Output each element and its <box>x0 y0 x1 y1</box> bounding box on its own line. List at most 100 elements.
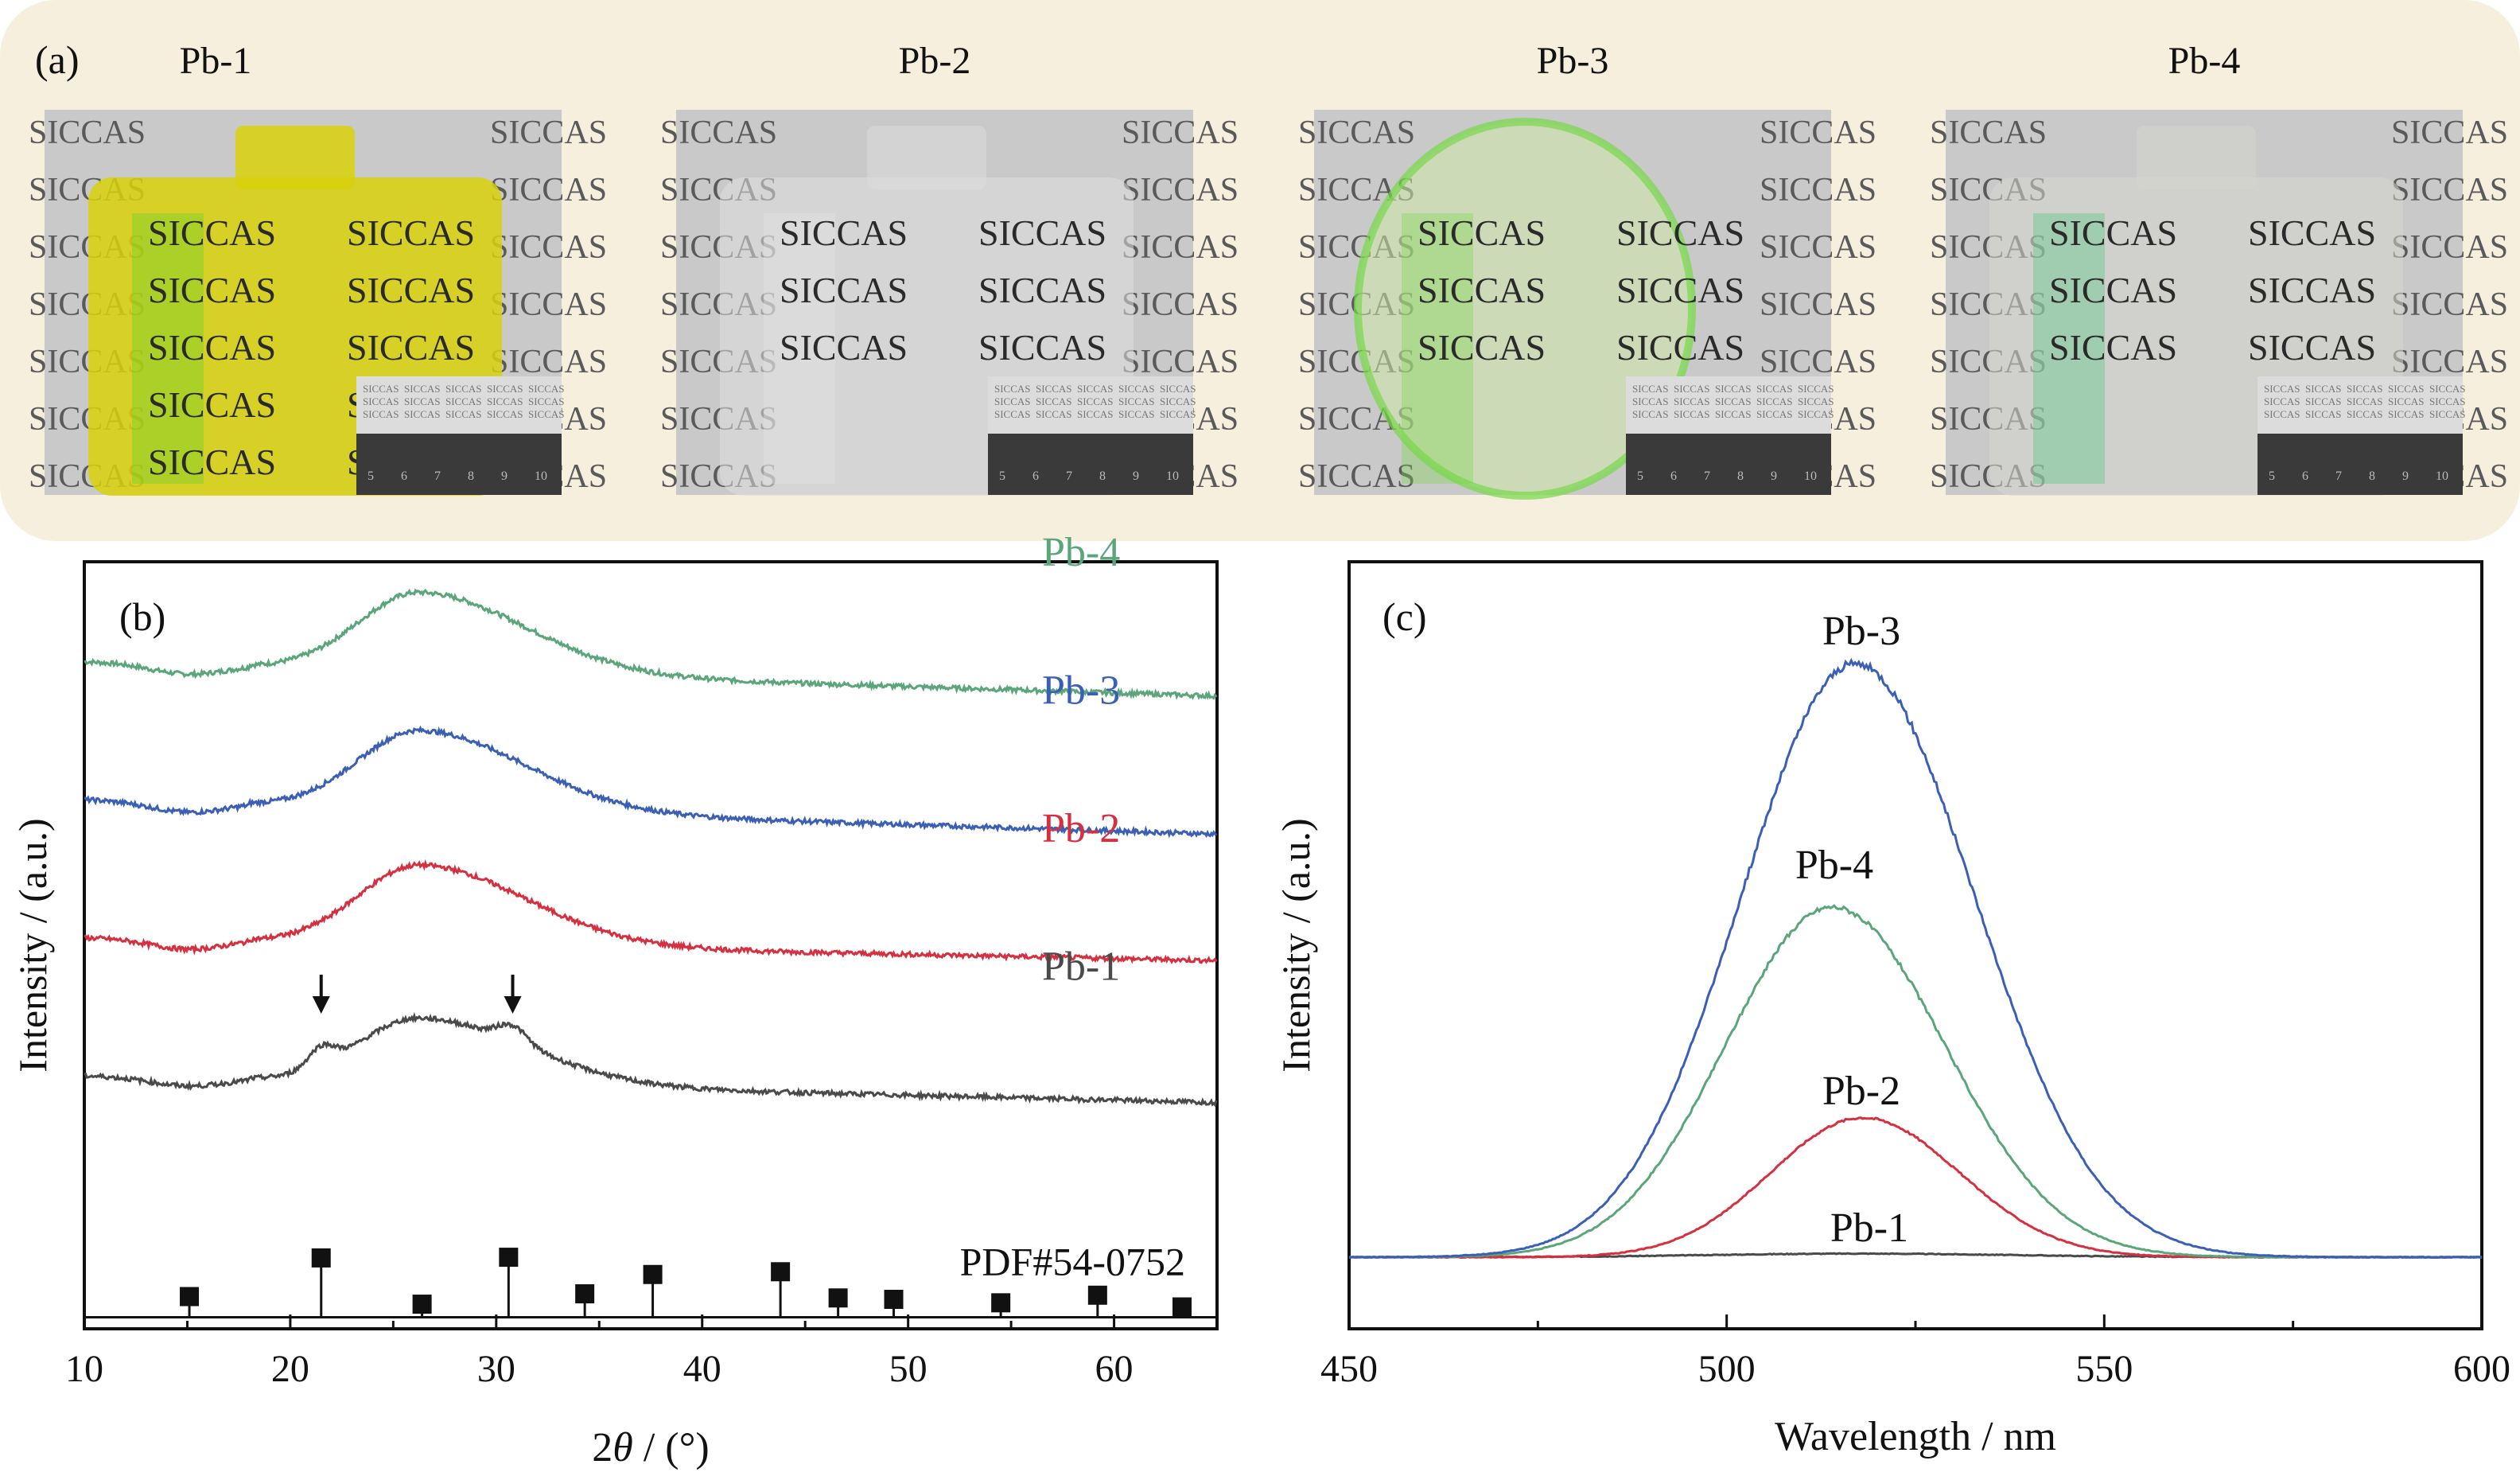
background-text: SICCAS <box>490 115 607 151</box>
ruler-tick-label: 5 <box>368 469 374 483</box>
ruler <box>988 434 1193 495</box>
x-tick-label: 450 <box>1320 1348 1378 1390</box>
ruler-card-text: SICCAS <box>1715 408 1752 420</box>
sample-grid-text: SICCAS <box>978 327 1106 368</box>
series-label: Pb-2 <box>1042 806 1120 851</box>
ruler-card-text: SICCAS <box>1036 395 1072 407</box>
ruler-card-text: SICCAS <box>1077 383 1114 395</box>
background-text: SICCAS <box>1930 115 2047 151</box>
sample-grid-text: SICCAS <box>780 270 908 310</box>
ruler-card-text: SICCAS <box>487 395 523 407</box>
ruler-card-text: SICCAS <box>2305 383 2342 395</box>
x-tick-label: 10 <box>65 1348 103 1390</box>
series-label: Pb-3 <box>1822 609 1900 654</box>
x-tick-label: 30 <box>477 1348 515 1390</box>
background-text: SICCAS <box>1122 172 1239 208</box>
ruler-tick-label: 7 <box>434 469 441 483</box>
ruler-card-text: SICCAS <box>1756 408 1793 420</box>
ruler-tick-label: 9 <box>2402 469 2409 483</box>
background-text: SICCAS <box>2391 115 2508 151</box>
ruler-tick-label: 10 <box>1166 469 1179 483</box>
ruler-tick-label: 7 <box>1704 469 1710 483</box>
ruler-card-text: SICCAS <box>1674 395 1710 407</box>
ruler-card-text: SICCAS <box>363 395 399 407</box>
ruler-tick-label: 9 <box>501 469 508 483</box>
ruler-card-text: SICCAS <box>404 408 441 420</box>
ruler-card-text: SICCAS <box>1036 383 1072 395</box>
x-tick-label: 550 <box>2075 1348 2133 1390</box>
ruler-tick-label: 8 <box>1099 469 1106 483</box>
ruler-tick-label: 6 <box>1670 469 1677 483</box>
glass-sample-top <box>867 126 986 189</box>
reference-peak-marker <box>180 1287 199 1307</box>
ruler-tick-label: 5 <box>2269 469 2275 483</box>
sample-grid-text: SICCAS <box>1616 212 1744 253</box>
panel-b-label: (b) <box>119 594 165 639</box>
ruler-tick-label: 5 <box>1637 469 1643 483</box>
pl-series-line <box>1349 905 2482 1257</box>
sample-grid-text: SICCAS <box>2049 270 2177 310</box>
ruler-card-text: SICCAS <box>2347 408 2383 420</box>
background-text: SICCAS <box>1298 115 1415 151</box>
ruler-card-text: SICCAS <box>2264 383 2300 395</box>
panel-c-frame <box>1349 562 2482 1329</box>
ruler-card-text: SICCAS <box>528 383 565 395</box>
ruler-card-text: SICCAS <box>1798 383 1834 395</box>
ruler-card-text: SICCAS <box>1715 395 1752 407</box>
ruler-card-text: SICCAS <box>2305 395 2342 407</box>
series-label: Pb-1 <box>1830 1205 1908 1251</box>
pl-series-line <box>1349 660 2482 1257</box>
ruler-card-text: SICCAS <box>2264 408 2300 420</box>
background-text: SICCAS <box>1122 229 1239 266</box>
ruler-tick-label: 6 <box>1032 469 1039 483</box>
ruler-card-text: SICCAS <box>487 408 523 420</box>
background-text: SICCAS <box>660 115 777 151</box>
reference-peak-marker <box>499 1248 518 1267</box>
series-label: Pb-4 <box>1042 530 1120 575</box>
ruler-card-text: SICCAS <box>1632 395 1669 407</box>
background-text: SICCAS <box>2391 229 2508 266</box>
ruler-card-text: SICCAS <box>528 395 565 407</box>
x-tick-label: 50 <box>889 1348 928 1390</box>
panel-b-x-axis-label: 2θ / (°) <box>592 1425 709 1470</box>
ruler-card-text: SICCAS <box>404 383 441 395</box>
series-label: Pb-3 <box>1042 668 1120 713</box>
sample-grid-text: SICCAS <box>148 384 276 425</box>
figure: (a) Pb-1SICCAS SICCASSICCAS SICCASSICCAS SI… <box>0 0 2520 1476</box>
ruler-card-text: SICCAS <box>2305 408 2342 420</box>
panel-c-x-axis-label: Wavelength / nm <box>1775 1414 2056 1459</box>
background-text: SICCAS <box>2391 172 2508 208</box>
sample-title: Pb-3 <box>1537 40 1609 82</box>
ruler-card-text: SICCAS <box>2388 408 2425 420</box>
background-text: SICCAS <box>490 172 607 208</box>
reference-peak-marker <box>644 1265 663 1284</box>
x-tick-label: 40 <box>683 1348 721 1390</box>
sample-grid-text: SICCAS <box>1418 212 1546 253</box>
background-text: SICCAS <box>1122 344 1239 380</box>
ruler-tick-label: 9 <box>1133 469 1139 483</box>
ruler-card-text: SICCAS <box>1798 408 1834 420</box>
ruler-card-text: SICCAS <box>1715 383 1752 395</box>
sample-grid-text: SICCAS <box>2049 212 2177 253</box>
x-tick-label: 500 <box>1698 1348 1756 1390</box>
panel-c-label: (c) <box>1382 594 1427 639</box>
reference-peak-marker <box>885 1290 904 1309</box>
sample-grid-text: SICCAS <box>148 442 276 482</box>
ruler-tick-label: 8 <box>468 469 474 483</box>
background-text: SICCAS <box>1298 458 1415 495</box>
ruler-tick-label: 8 <box>2369 469 2375 483</box>
panel-a-photos: (a) Pb-1 SICCAS SICCAS SICCAS SICCAS SICCAS SI… <box>0 0 2520 541</box>
ruler-card-text: SICCAS <box>994 383 1031 395</box>
sample-grid-text: SICCAS <box>2248 327 2376 368</box>
series-label: Pb-2 <box>1822 1069 1900 1114</box>
ruler-card-text: SICCAS <box>1036 408 1072 420</box>
panel-c-pl-chart: (c) 450 500 550 600Pb-3Pb-4Pb-2Pb-1 Intensi… <box>1274 562 2510 1459</box>
ruler-tick-label: 6 <box>401 469 407 483</box>
sample-grid-text: SICCAS <box>148 270 276 310</box>
background-text: SICCAS <box>2391 286 2508 323</box>
background-text: SICCAS <box>490 286 607 323</box>
ruler-card-text: SICCAS <box>1077 408 1114 420</box>
ruler-card-text: SICCAS <box>528 408 565 420</box>
series-label: Pb-4 <box>1795 843 1873 888</box>
reference-peak-marker <box>413 1295 432 1314</box>
